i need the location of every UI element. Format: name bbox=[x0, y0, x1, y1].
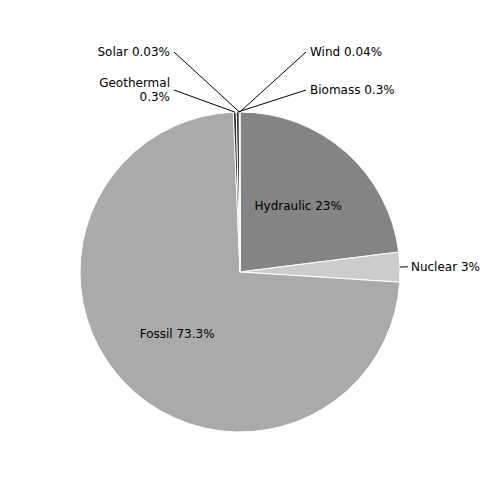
leader-line bbox=[240, 52, 306, 112]
slice-label: Biomass 0.3% bbox=[310, 83, 395, 97]
wedge bbox=[233, 112, 240, 272]
slice-label: Hydraulic 23% bbox=[255, 199, 342, 213]
wedge bbox=[236, 112, 240, 272]
labels: Hydraulic 23% Nuclear 3% Fossil 73.3% Geoth… bbox=[97, 45, 479, 341]
wedge bbox=[240, 112, 399, 272]
wedge bbox=[239, 112, 240, 272]
slice-label: Fossil 73.3% bbox=[140, 327, 215, 341]
slice-label: Solar 0.03% bbox=[97, 45, 170, 59]
wedge bbox=[80, 112, 400, 432]
leader-line bbox=[174, 52, 239, 112]
leader-line bbox=[400, 266, 408, 267]
leader-line bbox=[174, 90, 235, 112]
pie bbox=[80, 112, 400, 432]
wedge bbox=[239, 112, 241, 272]
slice-label: Nuclear 3% bbox=[411, 260, 480, 274]
leader-line bbox=[238, 90, 306, 112]
slice-label: Wind 0.04% bbox=[310, 45, 382, 59]
slice-label: Geothermal0.3% bbox=[99, 76, 170, 104]
chart: Hydraulic 23% Nuclear 3% Fossil 73.3% Geoth… bbox=[0, 0, 500, 488]
